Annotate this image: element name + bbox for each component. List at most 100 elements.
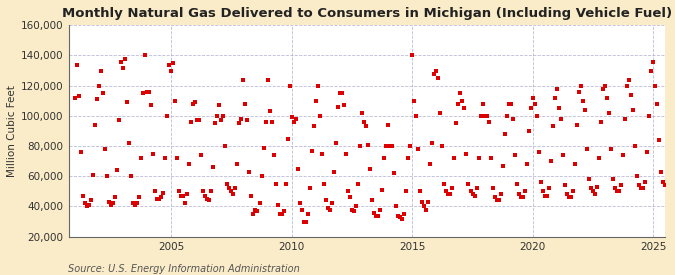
Point — [154, 197, 165, 201]
Point — [465, 189, 476, 194]
Point — [493, 198, 504, 203]
Point — [523, 129, 534, 133]
Point — [588, 189, 599, 194]
Point — [429, 72, 439, 76]
Point — [417, 200, 428, 204]
Point — [79, 201, 90, 206]
Point — [268, 153, 279, 157]
Point — [584, 177, 595, 182]
Point — [165, 68, 176, 73]
Point — [87, 173, 98, 177]
Point — [592, 185, 603, 189]
Point — [475, 114, 486, 118]
Point — [310, 98, 321, 103]
Point — [566, 195, 576, 200]
Point — [111, 168, 122, 172]
Point — [152, 197, 163, 201]
Point — [138, 91, 148, 95]
Point — [502, 114, 512, 118]
Point — [535, 180, 546, 185]
Point — [481, 114, 492, 118]
Point — [126, 174, 136, 178]
Point — [364, 167, 375, 171]
Point — [485, 156, 496, 160]
Point — [302, 212, 313, 216]
Point — [354, 144, 365, 148]
Point — [173, 189, 184, 194]
Point — [171, 156, 182, 160]
Point — [103, 200, 114, 204]
Point — [70, 96, 80, 100]
Point — [346, 207, 357, 212]
Point — [337, 91, 348, 95]
Point — [477, 101, 488, 106]
Point — [395, 215, 406, 219]
Point — [435, 111, 446, 115]
Point — [262, 78, 273, 82]
Point — [648, 59, 659, 64]
Point — [421, 207, 432, 212]
Point — [252, 209, 263, 213]
Point — [85, 198, 96, 203]
Point — [319, 182, 329, 186]
Point — [411, 114, 422, 118]
Point — [662, 183, 673, 188]
Y-axis label: Million Cubic Feet: Million Cubic Feet — [7, 85, 17, 177]
Point — [134, 195, 144, 200]
Point — [383, 123, 394, 127]
Point — [510, 153, 520, 157]
Point — [109, 195, 120, 200]
Point — [344, 195, 355, 200]
Point — [377, 188, 387, 192]
Point — [558, 153, 568, 157]
Point — [646, 68, 657, 73]
Point — [367, 198, 377, 203]
Point — [578, 98, 589, 103]
Point — [514, 192, 524, 197]
Point — [156, 195, 167, 200]
Point — [504, 101, 514, 106]
Point — [427, 141, 437, 145]
Point — [270, 182, 281, 186]
Point — [381, 144, 392, 148]
Point — [101, 174, 112, 178]
Point — [91, 97, 102, 101]
Point — [234, 121, 245, 126]
Point — [517, 195, 528, 200]
Point — [224, 186, 235, 191]
Point — [167, 61, 178, 65]
Point — [441, 189, 452, 194]
Point — [529, 101, 540, 106]
Point — [122, 100, 132, 104]
Point — [169, 98, 180, 103]
Point — [222, 182, 233, 186]
Point — [525, 106, 536, 111]
Point — [371, 213, 381, 218]
Point — [258, 145, 269, 150]
Point — [628, 108, 639, 112]
Point — [582, 147, 593, 151]
Point — [182, 192, 192, 197]
Point — [570, 162, 580, 166]
Point — [325, 207, 335, 212]
Point — [419, 204, 430, 209]
Point — [391, 204, 402, 209]
Point — [352, 182, 363, 186]
Point — [497, 164, 508, 168]
Point — [451, 121, 462, 126]
Point — [630, 144, 641, 148]
Point — [455, 91, 466, 95]
Point — [415, 189, 426, 194]
Point — [527, 96, 538, 100]
Point — [350, 204, 361, 209]
Point — [541, 194, 552, 198]
Point — [457, 98, 468, 103]
Point — [491, 198, 502, 203]
Point — [586, 186, 597, 191]
Point — [547, 124, 558, 129]
Point — [75, 150, 86, 154]
Point — [158, 191, 169, 195]
Point — [196, 153, 207, 157]
Point — [576, 84, 587, 88]
Point — [539, 194, 550, 198]
